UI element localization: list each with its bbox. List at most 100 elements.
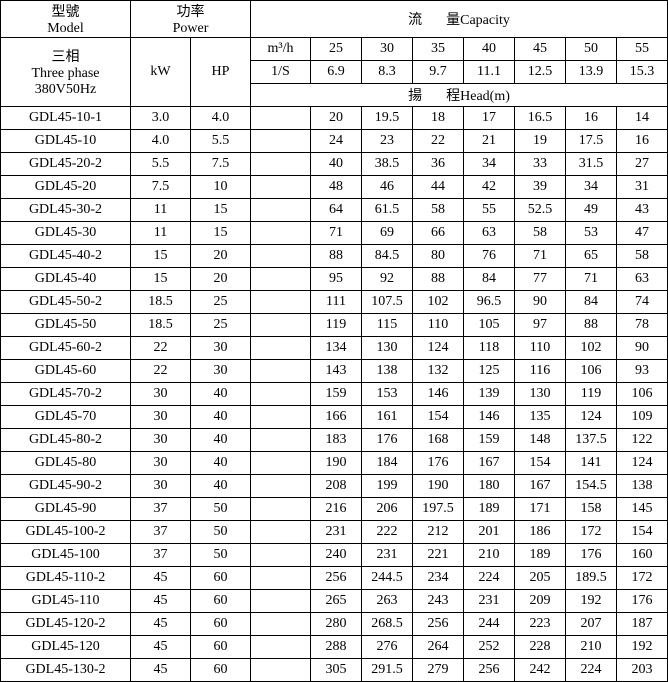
value-cell: 77 — [515, 268, 566, 291]
blank-cell — [251, 429, 311, 452]
value-cell: 244.5 — [362, 567, 413, 590]
kw-cell: 45 — [131, 590, 191, 613]
value-cell: 124 — [566, 406, 617, 429]
kw-cell: 11 — [131, 199, 191, 222]
value-cell: 206 — [362, 498, 413, 521]
value-cell: 276 — [362, 636, 413, 659]
model-cell: GDL45-70 — [1, 406, 131, 429]
value-cell: 64 — [311, 199, 362, 222]
value-cell: 21 — [464, 130, 515, 153]
blank-cell — [251, 107, 311, 130]
kw-cell: 15 — [131, 245, 191, 268]
model-cell: GDL45-120 — [1, 636, 131, 659]
header-ls: 1/S — [251, 61, 311, 84]
kw-cell: 45 — [131, 567, 191, 590]
value-cell: 119 — [566, 383, 617, 406]
value-cell: 138 — [362, 360, 413, 383]
value-cell: 187 — [617, 613, 668, 636]
header-m3h: m³/h — [251, 38, 311, 61]
value-cell: 74 — [617, 291, 668, 314]
value-cell: 38.5 — [362, 153, 413, 176]
kw-cell: 45 — [131, 659, 191, 682]
pump-spec-table: 型號Model 功率Power 流量Capacity 三相 Three phas… — [0, 0, 668, 682]
table-row: GDL45-1003750240231221210189176160 — [1, 544, 668, 567]
model-cell: GDL45-60-2 — [1, 337, 131, 360]
table-row: GDL45-100-23750231222212201186172154 — [1, 521, 668, 544]
value-cell: 228 — [515, 636, 566, 659]
value-cell: 88 — [413, 268, 464, 291]
blank-cell — [251, 360, 311, 383]
value-cell: 88 — [566, 314, 617, 337]
value-cell: 138 — [617, 475, 668, 498]
value-cell: 189.5 — [566, 567, 617, 590]
cap-m3h-3: 40 — [464, 38, 515, 61]
cap-ls-3: 11.1 — [464, 61, 515, 84]
value-cell: 107.5 — [362, 291, 413, 314]
value-cell: 16.5 — [515, 107, 566, 130]
table-row: GDL45-20-25.57.54038.536343331.527 — [1, 153, 668, 176]
table-row: GDL45-30-211156461.5585552.54943 — [1, 199, 668, 222]
value-cell: 88 — [311, 245, 362, 268]
value-cell: 192 — [566, 590, 617, 613]
header-power: 功率Power — [131, 1, 251, 38]
value-cell: 42 — [464, 176, 515, 199]
value-cell: 231 — [362, 544, 413, 567]
model-cell: GDL45-20-2 — [1, 153, 131, 176]
header-head: 揚程Head(m) — [251, 84, 668, 107]
value-cell: 84 — [566, 291, 617, 314]
value-cell: 48 — [311, 176, 362, 199]
value-cell: 161 — [362, 406, 413, 429]
value-cell: 190 — [311, 452, 362, 475]
header-hp: HP — [191, 38, 251, 107]
value-cell: 105 — [464, 314, 515, 337]
table-row: GDL45-1204560288276264252228210192 — [1, 636, 668, 659]
table-row: GDL45-90-23040208199190180167154.5138 — [1, 475, 668, 498]
blank-cell — [251, 498, 311, 521]
blank-cell — [251, 268, 311, 291]
hp-cell: 50 — [191, 521, 251, 544]
hp-cell: 40 — [191, 475, 251, 498]
value-cell: 58 — [515, 222, 566, 245]
cap-m3h-6: 55 — [617, 38, 668, 61]
value-cell: 168 — [413, 429, 464, 452]
model-cell: GDL45-80 — [1, 452, 131, 475]
value-cell: 43 — [617, 199, 668, 222]
value-cell: 146 — [464, 406, 515, 429]
value-cell: 221 — [413, 544, 464, 567]
hp-cell: 40 — [191, 452, 251, 475]
cap-ls-5: 13.9 — [566, 61, 617, 84]
value-cell: 279 — [413, 659, 464, 682]
value-cell: 36 — [413, 153, 464, 176]
value-cell: 180 — [464, 475, 515, 498]
table-row: GDL45-110-24560256244.5234224205189.5172 — [1, 567, 668, 590]
value-cell: 122 — [617, 429, 668, 452]
table-row: GDL45-40152095928884777163 — [1, 268, 668, 291]
value-cell: 58 — [413, 199, 464, 222]
value-cell: 199 — [362, 475, 413, 498]
model-cell: GDL45-120-2 — [1, 613, 131, 636]
value-cell: 118 — [464, 337, 515, 360]
hp-cell: 60 — [191, 659, 251, 682]
value-cell: 16 — [617, 130, 668, 153]
value-cell: 66 — [413, 222, 464, 245]
value-cell: 44 — [413, 176, 464, 199]
value-cell: 109 — [617, 406, 668, 429]
cap-m3h-4: 45 — [515, 38, 566, 61]
blank-cell — [251, 245, 311, 268]
table-row: GDL45-60-2223013413012411811010290 — [1, 337, 668, 360]
hp-cell: 40 — [191, 406, 251, 429]
model-cell: GDL45-90-2 — [1, 475, 131, 498]
blank-cell — [251, 521, 311, 544]
value-cell: 172 — [617, 567, 668, 590]
kw-cell: 22 — [131, 360, 191, 383]
value-cell: 207 — [566, 613, 617, 636]
value-cell: 148 — [515, 429, 566, 452]
hp-cell: 20 — [191, 268, 251, 291]
value-cell: 216 — [311, 498, 362, 521]
value-cell: 52.5 — [515, 199, 566, 222]
value-cell: 176 — [362, 429, 413, 452]
value-cell: 243 — [413, 590, 464, 613]
value-cell: 242 — [515, 659, 566, 682]
kw-cell: 30 — [131, 406, 191, 429]
value-cell: 210 — [464, 544, 515, 567]
